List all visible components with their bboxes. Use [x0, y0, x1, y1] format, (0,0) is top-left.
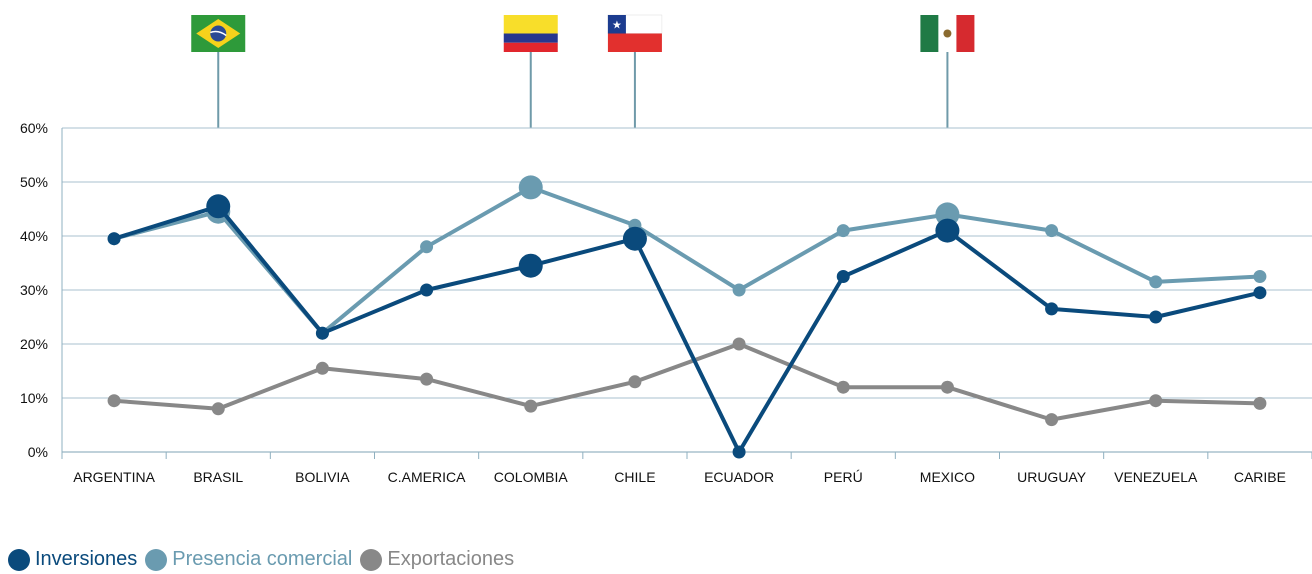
- x-tick-label-peru: PERÚ: [824, 469, 863, 485]
- data-point-presencia-comercial-c-america: [420, 240, 434, 254]
- y-tick-label: 20%: [20, 336, 48, 352]
- data-point-exportaciones-mexico: [940, 380, 954, 394]
- mexico-flag-icon: [920, 15, 975, 52]
- y-tick-label: 10%: [20, 390, 48, 406]
- data-point-exportaciones-brasil: [211, 402, 225, 416]
- flag-layer: ★: [191, 14, 975, 128]
- legend-label-exportaciones: Exportaciones: [387, 548, 515, 570]
- data-point-exportaciones-argentina: [107, 394, 121, 408]
- series-exportaciones: [107, 337, 1267, 427]
- data-point-inversiones-caribe: [1253, 286, 1267, 300]
- data-point-inversiones-brasil: [206, 194, 231, 219]
- x-tick-label-c-america: C.AMERICA: [388, 469, 466, 485]
- legend-marker-inversiones: [8, 548, 30, 571]
- grid-layer: [62, 127, 1312, 453]
- chile-flag-icon: ★: [607, 14, 663, 52]
- x-tick-label-caribe: CARIBE: [1234, 469, 1286, 485]
- legend-item-inversiones: Inversiones: [8, 548, 137, 571]
- legend-label-inversiones: Inversiones: [35, 548, 138, 570]
- legend-item-exportaciones: Exportaciones: [360, 548, 514, 571]
- x-tick-label-venezuela: VENEZUELA: [1114, 469, 1198, 485]
- data-point-exportaciones-caribe: [1253, 396, 1267, 410]
- legend-marker-presencia-comercial: [145, 548, 168, 571]
- data-point-presencia-comercial-uruguay: [1045, 224, 1059, 238]
- data-point-exportaciones-venezuela: [1149, 394, 1163, 408]
- data-point-exportaciones-c-america: [420, 372, 434, 386]
- y-tick-label: 40%: [20, 228, 48, 244]
- legend: Inversiones Presencia comercial Exportac…: [8, 548, 522, 571]
- data-point-inversiones-argentina: [107, 232, 121, 246]
- x-tick-label-argentina: ARGENTINA: [73, 469, 155, 485]
- data-point-inversiones-bolivia: [315, 326, 329, 340]
- series-presencia-comercial: [107, 175, 1267, 340]
- y-tick-label: 30%: [20, 282, 48, 298]
- x-tick-label-bolivia: BOLIVIA: [295, 469, 350, 485]
- data-point-presencia-comercial-venezuela: [1149, 275, 1163, 289]
- data-point-inversiones-ecuador: [732, 445, 746, 459]
- data-point-inversiones-venezuela: [1149, 310, 1163, 324]
- y-tick-label: 50%: [20, 174, 48, 190]
- line-chart: ★ 0% 10% 20% 30% 40% 50% 60% ARGENTINA BRASIL BOL…: [20, 14, 1312, 485]
- data-point-exportaciones-bolivia: [315, 361, 329, 375]
- axis-layer: 0% 10% 20% 30% 40% 50% 60% ARGENTINA BRASIL BOLIV…: [20, 120, 1312, 485]
- x-tick-label-colombia: COLOMBIA: [494, 469, 569, 485]
- data-point-exportaciones-ecuador: [732, 337, 746, 351]
- colombia-flag-icon: [503, 15, 558, 52]
- x-tick-label-mexico: MEXICO: [920, 469, 975, 485]
- series-line-inversiones: [112, 204, 1262, 454]
- data-point-presencia-comercial-colombia: [518, 175, 543, 200]
- data-point-exportaciones-peru: [836, 380, 850, 394]
- data-point-inversiones-colombia: [518, 253, 543, 278]
- data-point-exportaciones-colombia: [524, 399, 538, 413]
- data-point-inversiones-uruguay: [1045, 302, 1059, 316]
- data-point-inversiones-chile: [622, 226, 647, 251]
- data-point-exportaciones-uruguay: [1045, 413, 1059, 427]
- data-point-exportaciones-chile: [628, 375, 642, 389]
- data-point-inversiones-mexico: [935, 218, 960, 243]
- y-tick-label: 60%: [20, 120, 48, 136]
- x-tick-label-brasil: BRASIL: [193, 469, 243, 485]
- x-tick-label-ecuador: ECUADOR: [704, 469, 774, 485]
- x-tick-label-chile: CHILE: [614, 469, 655, 485]
- data-point-presencia-comercial-peru: [836, 224, 850, 238]
- legend-item-presencia-comercial: Presencia comercial: [145, 548, 352, 571]
- data-point-inversiones-peru: [836, 270, 850, 283]
- data-point-inversiones-c-america: [420, 283, 434, 297]
- series-line-exportaciones: [112, 342, 1262, 422]
- data-point-presencia-comercial-caribe: [1253, 270, 1267, 283]
- legend-label-presencia-comercial: Presencia comercial: [172, 548, 353, 570]
- y-tick-label: 0%: [28, 444, 48, 460]
- series-layer: [107, 175, 1267, 459]
- series-inversiones: [107, 194, 1267, 459]
- data-point-presencia-comercial-ecuador: [732, 283, 746, 297]
- legend-marker-exportaciones: [360, 548, 383, 571]
- svg-text:★: ★: [612, 19, 622, 31]
- x-tick-label-uruguay: URUGUAY: [1017, 469, 1087, 485]
- brazil-flag-icon: [191, 15, 246, 52]
